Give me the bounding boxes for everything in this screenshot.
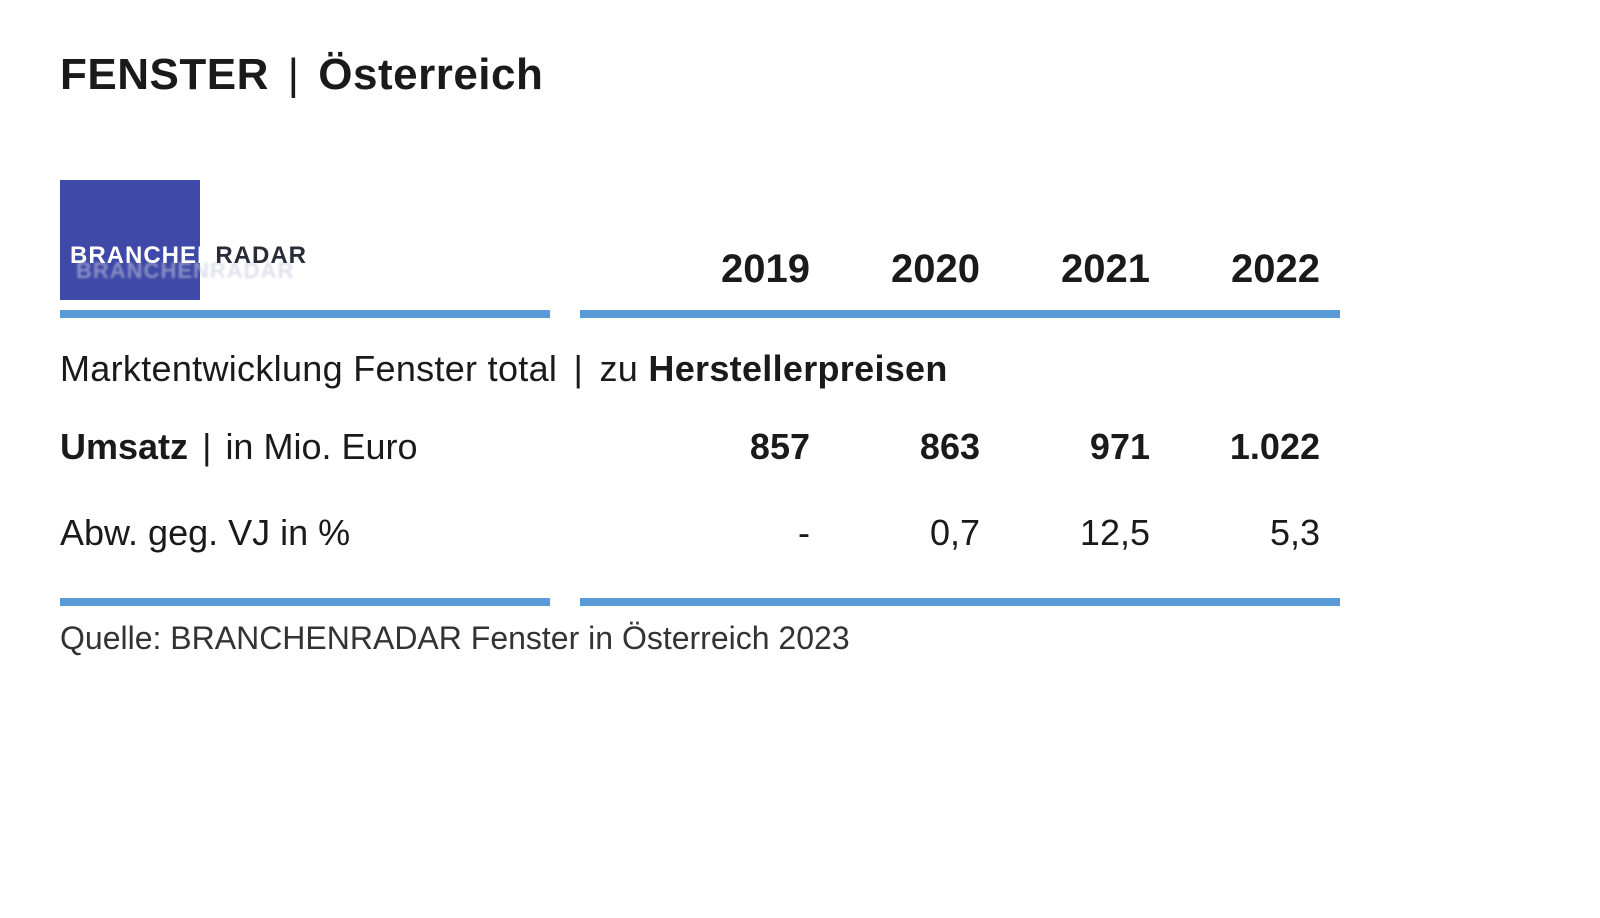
row-values: 857 863 971 1.022 [560,426,1340,468]
page-title: FENSTER | Österreich [60,50,1340,100]
row-label-rest: Abw. geg. VJ in % [60,512,350,553]
table-row: Umsatz | in Mio. Euro 857 863 971 1.022 [60,426,1340,468]
rule-segment-left [60,310,550,318]
title-separator: | [288,50,300,99]
subtitle-separator: | [574,348,584,389]
row-values: - 0,7 12,5 5,3 [560,512,1340,554]
row-label: Abw. geg. VJ in % [60,512,560,554]
cell: 1.022 [1150,426,1320,468]
logo-cell: BRANCHENRADAR BRANCHENRADAR [60,180,560,310]
rule-segment-left [60,598,550,606]
rule-segment-right [580,598,1340,606]
logo-text-left: BRANCHEN [70,242,215,269]
source-line: Quelle: BRANCHENRADAR Fenster in Österre… [60,620,1340,657]
year-col: 2021 [980,247,1150,292]
year-col: 2022 [1150,247,1320,292]
year-headers: 2019 2020 2021 2022 [560,247,1340,310]
title-product: FENSTER [60,50,269,99]
subtitle-bold: Herstellerpreisen [648,348,947,389]
cell: 863 [810,426,980,468]
bottom-rule [60,598,1340,606]
report-page: FENSTER | Österreich BRANCHENRADAR BRANC… [0,0,1400,707]
branchenradar-logo: BRANCHENRADAR BRANCHENRADAR [60,180,200,300]
rule-segment-right [580,310,1340,318]
row-label-rest: in Mio. Euro [225,426,417,467]
year-col: 2019 [640,247,810,292]
top-rule [60,310,1340,318]
row-label: Umsatz | in Mio. Euro [60,426,560,468]
table-header-row: BRANCHENRADAR BRANCHENRADAR 2019 2020 20… [60,180,1340,310]
table-subtitle: Marktentwicklung Fenster total | zu Hers… [60,348,1340,390]
cell: 857 [640,426,810,468]
cell: - [640,512,810,554]
title-country: Österreich [318,50,543,99]
row-label-sep: | [202,426,211,467]
subtitle-prefix: Marktentwicklung Fenster total [60,348,557,389]
cell: 12,5 [980,512,1150,554]
logo-text-right: RADAR [215,242,307,269]
row-label-bold: Umsatz [60,426,188,467]
year-col: 2020 [810,247,980,292]
cell: 0,7 [810,512,980,554]
table-row: Abw. geg. VJ in % - 0,7 12,5 5,3 [60,512,1340,554]
cell: 5,3 [1150,512,1320,554]
subtitle-plain: zu [599,348,648,389]
cell: 971 [980,426,1150,468]
logo-text: BRANCHENRADAR [70,242,307,270]
